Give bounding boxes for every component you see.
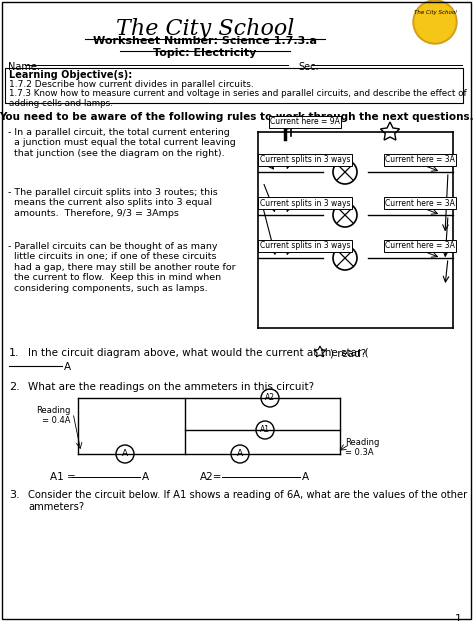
Text: You need to be aware of the following rules to work through the next questions.: You need to be aware of the following ru… bbox=[0, 112, 473, 122]
Text: A: A bbox=[237, 450, 243, 458]
Text: Worksheet Number: Science 1.7.3.a: Worksheet Number: Science 1.7.3.a bbox=[93, 36, 317, 46]
Text: The City School: The City School bbox=[116, 18, 294, 40]
Text: In the circuit diagram above, what would the current at the star (: In the circuit diagram above, what would… bbox=[28, 348, 368, 358]
Circle shape bbox=[415, 2, 455, 42]
Text: 1.: 1. bbox=[9, 348, 19, 358]
Text: 2.: 2. bbox=[9, 382, 20, 392]
Text: Current splits in 3 ways: Current splits in 3 ways bbox=[260, 242, 350, 250]
Text: Current here = 9A: Current here = 9A bbox=[270, 117, 340, 127]
Text: Name:: Name: bbox=[8, 62, 40, 72]
Text: Current splits in 3 ways: Current splits in 3 ways bbox=[260, 199, 350, 207]
Text: A: A bbox=[64, 362, 71, 372]
Text: 3.: 3. bbox=[9, 490, 19, 500]
Text: Current splits in 3 ways: Current splits in 3 ways bbox=[260, 155, 350, 165]
Text: A1: A1 bbox=[260, 425, 270, 435]
Text: - The parallel circuit splits into 3 routes; this
  means the current also split: - The parallel circuit splits into 3 rou… bbox=[8, 188, 218, 218]
Text: A2=: A2= bbox=[200, 472, 222, 482]
FancyBboxPatch shape bbox=[5, 68, 463, 103]
Text: Current here = 3A: Current here = 3A bbox=[385, 242, 455, 250]
Text: Consider the circuit below. If A1 shows a reading of 6A, what are the values of : Consider the circuit below. If A1 shows … bbox=[28, 490, 467, 512]
Text: Sec:: Sec: bbox=[298, 62, 319, 72]
Text: - In a parallel circuit, the total current entering
  a junction must equal the : - In a parallel circuit, the total curre… bbox=[8, 128, 236, 158]
Text: 1: 1 bbox=[455, 614, 462, 621]
Text: The City School: The City School bbox=[413, 10, 456, 15]
Text: Learning Objective(s):: Learning Objective(s): bbox=[9, 70, 132, 80]
Text: Current here = 3A: Current here = 3A bbox=[385, 155, 455, 165]
Text: A: A bbox=[142, 472, 149, 482]
Text: A2: A2 bbox=[265, 394, 275, 402]
Text: Topic: Electricity: Topic: Electricity bbox=[153, 48, 257, 58]
Text: 1.7.2 Describe how current divides in parallel circuits.: 1.7.2 Describe how current divides in pa… bbox=[9, 80, 254, 89]
Text: Current here = 3A: Current here = 3A bbox=[385, 199, 455, 207]
Text: Reading
= 0.3A: Reading = 0.3A bbox=[345, 438, 379, 458]
Text: ) read?: ) read? bbox=[330, 348, 366, 358]
Text: A: A bbox=[302, 472, 309, 482]
Text: What are the readings on the ammeters in this circuit?: What are the readings on the ammeters in… bbox=[28, 382, 314, 392]
Circle shape bbox=[413, 0, 457, 44]
Text: - Parallel circuits can be thought of as many
  little circuits in one; if one o: - Parallel circuits can be thought of as… bbox=[8, 242, 236, 292]
Text: A: A bbox=[122, 450, 128, 458]
Text: 1.7.3 Know how to measure current and voltage in series and parallel circuits, a: 1.7.3 Know how to measure current and vo… bbox=[9, 89, 467, 109]
Text: Reading
= 0.4A: Reading = 0.4A bbox=[35, 406, 70, 425]
Text: A1 =: A1 = bbox=[50, 472, 76, 482]
